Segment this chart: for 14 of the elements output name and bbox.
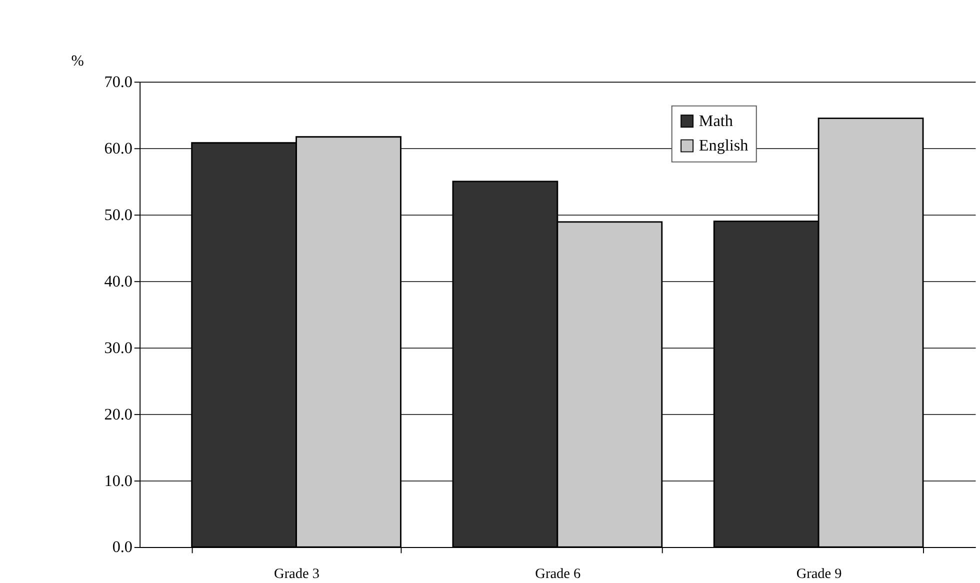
y-tick-label: 40.0 — [104, 273, 132, 290]
y-tick-label: 0.0 — [112, 539, 132, 556]
x-tick-label: Grade 6 — [535, 566, 581, 582]
y-tick-label: 10.0 — [104, 472, 132, 490]
y-axis-title: % — [71, 52, 84, 70]
y-tick-label: 70.0 — [104, 74, 132, 91]
y-tick-label: 30.0 — [104, 340, 132, 357]
y-tick-label: 20.0 — [104, 406, 132, 424]
legend-label: Math — [698, 112, 733, 130]
legend-label: English — [698, 138, 748, 155]
x-tick-label: Grade 3 — [274, 566, 320, 582]
y-tick-label: 60.0 — [104, 140, 132, 158]
y-tick-label: 50.0 — [104, 206, 132, 224]
x-tick-label: Grade 9 — [796, 566, 842, 582]
